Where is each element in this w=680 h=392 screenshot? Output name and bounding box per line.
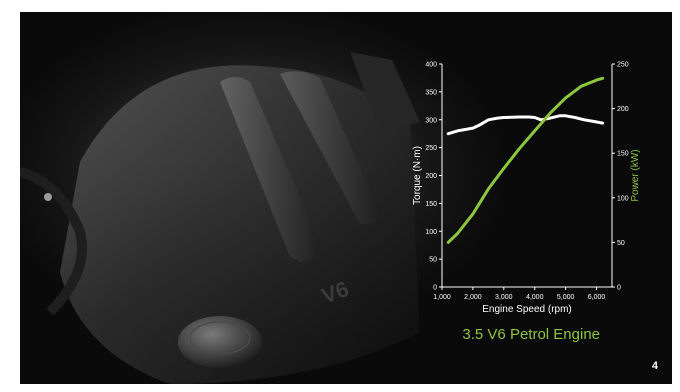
y-axis-title: Torque (N·m) <box>412 146 423 205</box>
y-tick-label: 300 <box>425 117 437 124</box>
engine-cover-ridge <box>350 52 420 132</box>
y2-tick-label: 250 <box>617 62 629 69</box>
y-tick-label: 250 <box>425 145 437 152</box>
page-number: 4 <box>651 360 658 372</box>
x-axis-title: Engine Speed (rpm) <box>482 304 572 315</box>
y2-axis-title: Power (kW) <box>630 149 641 201</box>
oil-filler-cap <box>178 316 262 368</box>
engine-cover-rib-right <box>280 71 380 225</box>
hose-left <box>20 167 87 316</box>
y-tick-label: 150 <box>425 201 437 208</box>
y-tick-label: 350 <box>425 89 437 96</box>
y-tick-label: 0 <box>433 285 437 292</box>
y-tick-label: 100 <box>425 229 437 236</box>
x-tick-label: 3,000 <box>495 294 513 301</box>
y2-tick-label: 200 <box>617 106 629 113</box>
x-tick-label: 6,000 <box>588 294 606 301</box>
engine-cover-rib-left <box>220 77 320 262</box>
x-tick-label: 4,000 <box>526 294 544 301</box>
y-tick-label: 200 <box>425 173 437 180</box>
x-tick-label: 1,000 <box>433 294 451 301</box>
y2-tick-label: 50 <box>617 240 625 247</box>
y2-tick-label: 0 <box>617 285 621 292</box>
y2-tick-label: 100 <box>617 195 629 202</box>
x-tick-label: 2,000 <box>464 294 482 301</box>
x-tick-label: 5,000 <box>557 294 575 301</box>
chart-caption: 3.5 V6 Petrol Engine <box>462 326 600 343</box>
y-tick-label: 50 <box>429 257 437 264</box>
engine-cover-photo: V6 <box>20 52 420 384</box>
torque-line <box>446 114 605 136</box>
slide: V6 0 50 100 150 200 250 300 350 400 0 50 100 150 200 2… <box>20 12 672 384</box>
y-tick-label: 400 <box>425 62 437 69</box>
torque-power-chart: 0 50 100 150 200 250 300 350 400 0 50 100 150 200 250 1… <box>412 62 641 316</box>
power-line <box>446 76 605 244</box>
y2-tick-label: 150 <box>617 151 629 158</box>
